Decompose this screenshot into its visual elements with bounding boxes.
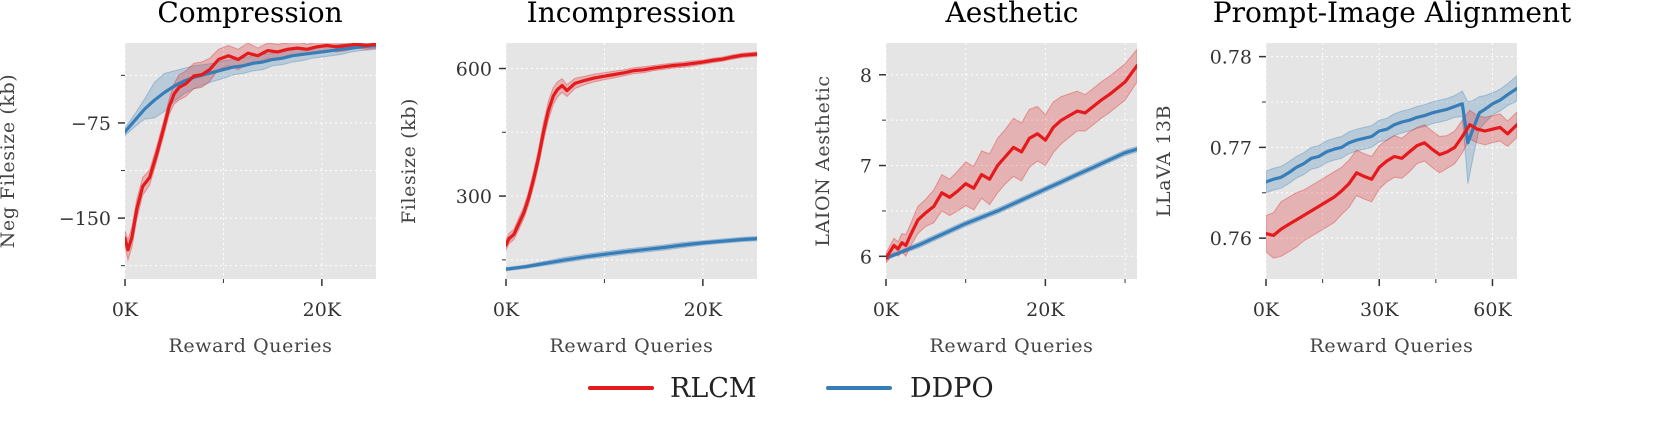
y-tick-label: 600 (456, 59, 492, 81)
panel-incompression: 0K 20K 300 600 Incompression Reward Queries Fi… (398, 0, 757, 357)
band-ddpo (125, 43, 376, 137)
chart-title: Incompression (527, 0, 736, 29)
y-tick-label: 8 (860, 65, 872, 87)
x-tick-label: 30K (1360, 299, 1399, 321)
series-layer (1266, 75, 1517, 259)
y-tick-label: 0.78 (1210, 47, 1252, 69)
chart-title: Prompt-Image Alignment (1213, 0, 1572, 29)
x-tick-label: 60K (1473, 299, 1512, 321)
line-ddpo (886, 147, 1137, 260)
x-axis-label: Reward Queries (549, 335, 713, 357)
y-tick-label: −75 (71, 113, 111, 135)
band-rlcm (125, 43, 376, 262)
x-tick-label: 0K (112, 299, 139, 321)
line-ddpo (1266, 86, 1517, 184)
x-axis-label: Reward Queries (168, 335, 332, 357)
line-rlcm (125, 43, 376, 252)
x-tick-label: 0K (493, 299, 520, 321)
x-tick-label: 20K (1026, 299, 1065, 321)
x-tick-label: 20K (303, 299, 342, 321)
y-axis-label: LLaVA 13B (1153, 105, 1175, 217)
line-rlcm (1266, 123, 1517, 237)
line-ddpo (506, 237, 757, 271)
panel-aesthetic: 0K 20K 6 7 8 Aesthetic Reward Queries LAION Aes… (812, 0, 1137, 357)
x-axis-label: Reward Queries (929, 335, 1093, 357)
chart-title: Compression (157, 0, 342, 29)
series-layer (506, 51, 757, 272)
panel-compression: 0K 20K −75 −150 Compression Reward Queries Neg… (0, 0, 376, 357)
y-tick-label: 300 (456, 186, 492, 208)
y-tick-label: −150 (59, 208, 111, 230)
band-rlcm (886, 48, 1137, 264)
y-axis-label: Neg Filesize (kb) (0, 74, 19, 248)
y-axis-label: Filesize (kb) (398, 98, 420, 224)
x-axis-label: Reward Queries (1309, 335, 1473, 357)
line-rlcm (506, 52, 757, 247)
chart-title: Aesthetic (945, 0, 1079, 29)
y-tick-label: 7 (860, 156, 872, 178)
series-layer (886, 48, 1137, 264)
line-ddpo (125, 43, 376, 134)
legend-label-rlcm: RLCM (670, 373, 757, 404)
panel-prompt-image-alignment: 0K 30K 60K 0.76 0.77 0.78 Prompt-Image Alignme… (1153, 0, 1572, 357)
legend-label-ddpo: DDPO (910, 373, 994, 404)
y-tick-label: 0.77 (1210, 137, 1252, 159)
x-tick-label: 0K (873, 299, 900, 321)
legend: RLCM DDPO (588, 373, 994, 404)
series-layer (125, 43, 376, 262)
band-rlcm (506, 51, 757, 251)
plot-area (506, 43, 757, 279)
plot-area (125, 43, 376, 279)
x-tick-label: 20K (684, 299, 723, 321)
y-tick-label: 0.76 (1210, 228, 1252, 250)
y-tick-label: 6 (860, 246, 872, 268)
y-axis-label: LAION Aesthetic (812, 75, 834, 246)
line-rlcm (886, 64, 1137, 260)
x-tick-label: 0K (1253, 299, 1280, 321)
